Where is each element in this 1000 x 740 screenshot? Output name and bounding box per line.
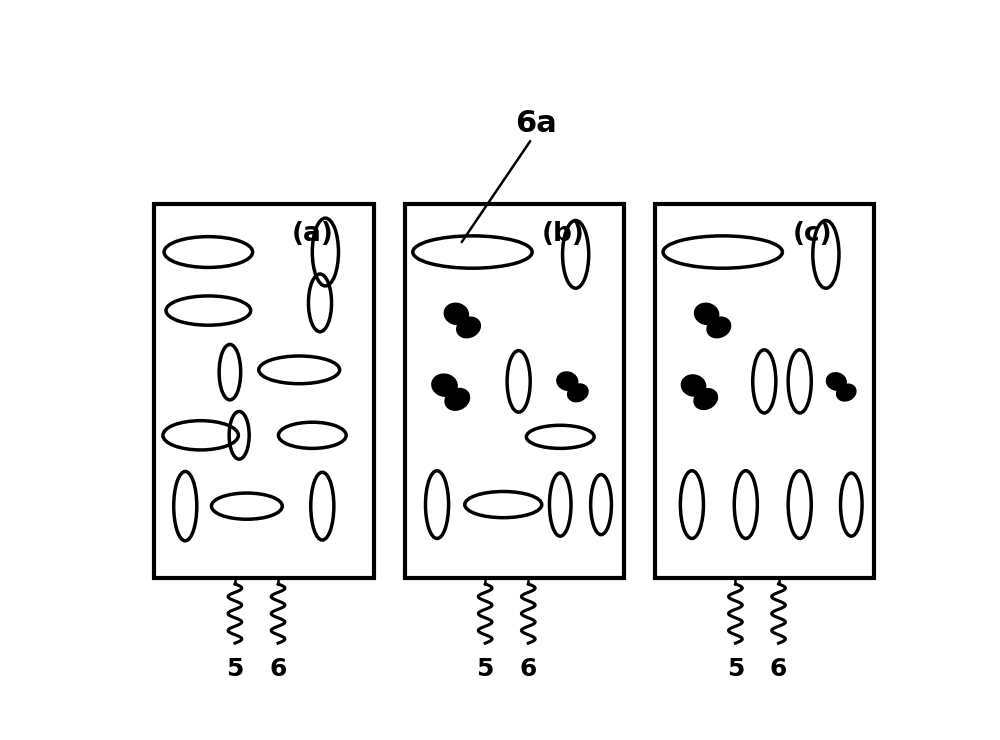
Text: 6: 6 <box>269 657 287 681</box>
Ellipse shape <box>695 303 719 325</box>
Text: 5: 5 <box>476 657 494 681</box>
Ellipse shape <box>826 373 846 390</box>
Ellipse shape <box>557 372 578 390</box>
Ellipse shape <box>707 317 731 337</box>
Text: 5: 5 <box>727 657 744 681</box>
Text: (b): (b) <box>541 221 584 246</box>
Text: (a): (a) <box>292 221 333 246</box>
Ellipse shape <box>445 388 470 410</box>
Ellipse shape <box>681 375 706 396</box>
Text: 5: 5 <box>226 657 244 681</box>
Ellipse shape <box>694 388 717 409</box>
Text: 6a: 6a <box>515 109 556 138</box>
Bar <box>405 204 624 578</box>
Bar <box>655 204 874 578</box>
Text: 6: 6 <box>520 657 537 681</box>
Ellipse shape <box>457 317 480 337</box>
Text: 6: 6 <box>770 657 787 681</box>
Ellipse shape <box>837 384 856 401</box>
Ellipse shape <box>444 303 468 325</box>
Bar <box>154 204 374 578</box>
Ellipse shape <box>568 384 588 402</box>
Text: (c): (c) <box>793 221 833 246</box>
Ellipse shape <box>432 374 457 396</box>
